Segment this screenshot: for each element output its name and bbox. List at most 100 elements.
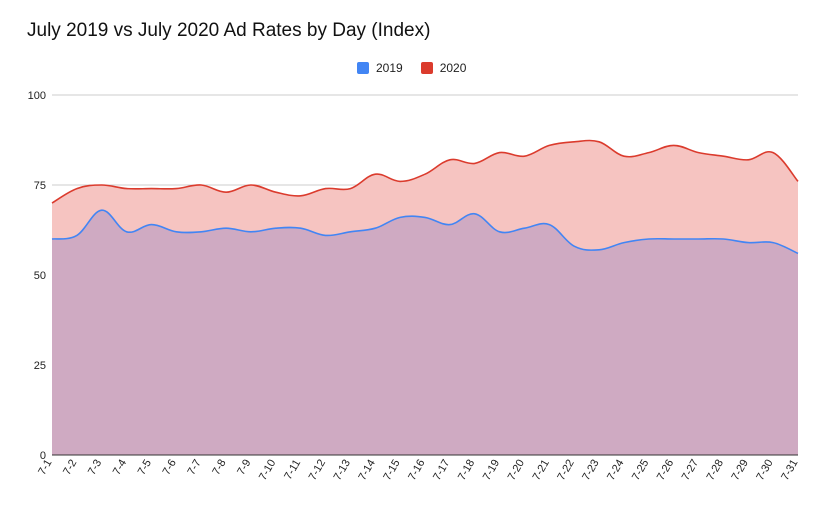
x-tick-label-7-20: 7-20 [506, 458, 527, 483]
x-tick-label-7-23: 7-23 [580, 458, 601, 483]
x-tick-label-7-16: 7-16 [406, 458, 427, 483]
x-tick-label-7-12: 7-12 [307, 457, 328, 482]
x-tick-label-7-2: 7-2 [61, 458, 79, 478]
point-2019-7-31 [796, 251, 800, 255]
x-tick-label-7-10: 7-10 [257, 458, 278, 483]
x-tick-label-7-18: 7-18 [456, 457, 477, 482]
point-2019-7-5 [149, 223, 153, 227]
point-2019-7-28 [721, 237, 725, 241]
legend-item-2019[interactable]: 2019 [357, 61, 403, 75]
point-2019-7-7 [199, 230, 203, 234]
point-2020-7-15 [398, 179, 402, 183]
point-2019-7-14 [373, 226, 377, 230]
point-2019-7-10 [274, 226, 278, 230]
x-tick-label-7-3: 7-3 [86, 457, 104, 477]
point-2020-7-6 [174, 187, 178, 191]
point-2020-7-3 [100, 183, 104, 187]
point-2020-7-22 [572, 140, 576, 144]
point-2020-7-4 [125, 187, 129, 191]
point-2020-7-2 [75, 187, 79, 191]
x-tick-label-7-17: 7-17 [431, 458, 452, 483]
line-2020 [51, 139, 799, 204]
point-2019-7-24 [622, 241, 626, 245]
point-2020-7-21 [547, 143, 551, 147]
point-2020-7-17 [448, 158, 452, 162]
point-2019-7-19 [498, 230, 502, 234]
x-tick-label-7-5: 7-5 [136, 458, 154, 478]
area-2019 [52, 210, 798, 455]
point-2019-7-3 [100, 208, 104, 212]
point-2020-7-25 [647, 151, 651, 155]
legend-label-2020: 2020 [439, 61, 467, 75]
point-2019-7-15 [398, 215, 402, 219]
point-2019-7-23 [597, 248, 601, 252]
point-2020-7-28 [721, 154, 725, 158]
point-2020-7-30 [771, 151, 775, 155]
y-tick-label-0: 0 [40, 450, 46, 462]
point-2019-7-11 [299, 226, 303, 230]
point-2019-7-17 [448, 223, 452, 227]
point-2019-7-27 [697, 237, 701, 241]
x-tick-label-7-26: 7-26 [655, 458, 676, 483]
x-tick-label-7-15: 7-15 [381, 457, 402, 482]
x-tick-label-7-9: 7-9 [235, 457, 253, 477]
x-tick-label-7-14: 7-14 [356, 458, 377, 483]
x-tick-label-7-30: 7-30 [754, 457, 775, 482]
point-2019-7-1 [50, 237, 54, 241]
x-tick-label-7-21: 7-21 [531, 457, 552, 482]
point-2019-7-22 [572, 244, 576, 248]
point-2019-7-2 [75, 233, 79, 237]
point-2020-7-8 [224, 190, 228, 194]
point-2020-7-26 [672, 143, 676, 147]
point-2020-7-10 [274, 190, 278, 194]
x-tick-label-7-28: 7-28 [705, 458, 726, 483]
point-2020-7-11 [299, 194, 303, 198]
y-tick-label-100: 100 [28, 90, 46, 102]
point-2019-7-6 [174, 230, 178, 234]
y-tick-label-25: 25 [34, 360, 46, 372]
point-2020-7-7 [199, 183, 203, 187]
point-2020-7-16 [423, 172, 427, 176]
point-2020-7-14 [373, 172, 377, 176]
point-2019-7-20 [522, 226, 526, 230]
line-2019 [51, 209, 799, 255]
x-tick-label-7-29: 7-29 [729, 458, 750, 483]
chart-title: July 2019 vs July 2020 Ad Rates by Day (… [27, 20, 431, 41]
point-2020-7-18 [473, 161, 477, 165]
point-2019-7-8 [224, 226, 228, 230]
point-2019-7-4 [125, 230, 129, 234]
point-2020-7-31 [796, 179, 800, 183]
point-2020-7-27 [697, 151, 701, 155]
legend-item-2020[interactable]: 2020 [420, 61, 467, 75]
x-tick-label-7-7: 7-7 [185, 458, 203, 478]
x-tick-label-7-4: 7-4 [111, 458, 129, 478]
point-2020-7-13 [348, 187, 352, 191]
point-2020-7-1 [50, 201, 54, 205]
point-2019-7-16 [423, 215, 427, 219]
x-tick-label-7-8: 7-8 [210, 458, 228, 478]
point-2020-7-19 [498, 151, 502, 155]
point-2019-7-9 [249, 230, 253, 234]
point-2020-7-24 [622, 154, 626, 158]
legend-swatch-2019 [357, 62, 369, 74]
x-tick-label-7-6: 7-6 [161, 457, 179, 477]
x-tick-label-7-13: 7-13 [332, 458, 353, 483]
y-tick-label-50: 50 [34, 270, 46, 282]
y-tick-label-75: 75 [34, 180, 46, 192]
point-2019-7-13 [348, 230, 352, 234]
point-2020-7-23 [597, 140, 601, 144]
point-2020-7-5 [149, 187, 153, 191]
point-2019-7-29 [746, 241, 750, 245]
point-2019-7-25 [647, 237, 651, 241]
point-2019-7-30 [771, 241, 775, 245]
point-2020-7-20 [522, 154, 526, 158]
point-2019-7-21 [547, 223, 551, 227]
legend-label-2019: 2019 [376, 61, 403, 75]
point-2020-7-29 [746, 158, 750, 162]
x-tick-label-7-27: 7-27 [680, 457, 701, 482]
point-2019-7-12 [324, 233, 328, 237]
point-2019-7-26 [672, 237, 676, 241]
point-2019-7-18 [473, 212, 477, 216]
x-tick-label-7-25: 7-25 [630, 458, 651, 483]
